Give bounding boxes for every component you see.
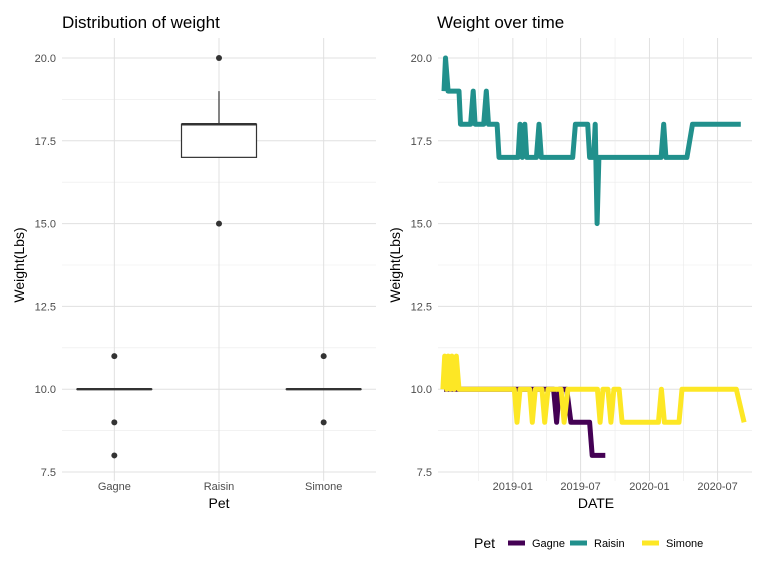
boxplot-outlier-point xyxy=(320,353,327,360)
left-x-tick-label: Simone xyxy=(305,481,342,493)
left-y-tick-label: 17.5 xyxy=(35,136,56,148)
right-x-tick-label: 2019-07 xyxy=(560,481,600,493)
left-boxplots xyxy=(76,55,362,459)
left-y-tick-label: 7.5 xyxy=(41,467,56,479)
left-x-tick-label: Gagne xyxy=(98,481,131,493)
right-x-axis-label: DATE xyxy=(578,495,614,511)
left-panel: Distribution of weight 7.5 10.0 12.5 15.0 17… xyxy=(11,13,376,511)
left-x-tick-label: Raisin xyxy=(204,481,235,493)
legend-label-gagne: Gagne xyxy=(532,538,565,550)
right-y-tick-label: 17.5 xyxy=(411,136,432,148)
right-y-tick-label: 12.5 xyxy=(411,301,432,313)
right-y-tick-label: 15.0 xyxy=(411,219,432,231)
legend: Pet Gagne Raisin Simone xyxy=(474,535,703,551)
left-chart-title: Distribution of weight xyxy=(62,13,220,32)
right-x-tick-label: 2020-07 xyxy=(697,481,737,493)
left-y-tick-label: 20.0 xyxy=(35,53,56,65)
left-y-tick-label: 12.5 xyxy=(35,301,56,313)
boxplot-outlier-point xyxy=(111,353,118,360)
legend-label-raisin: Raisin xyxy=(594,538,625,550)
boxplot-outlier-point xyxy=(111,452,118,459)
left-y-tick-label: 15.0 xyxy=(35,219,56,231)
boxplot-box xyxy=(180,123,258,158)
left-y-tick-labels: 7.5 10.0 12.5 15.0 17.5 20.0 xyxy=(35,53,56,479)
right-y-tick-label: 20.0 xyxy=(411,53,432,65)
left-y-axis-label: Weight(Lbs) xyxy=(11,227,27,302)
series-line-simone xyxy=(440,353,747,425)
right-x-tick-labels: 2019-01 2019-07 2020-01 2020-07 xyxy=(493,481,738,493)
right-y-axis-label: Weight(Lbs) xyxy=(387,227,403,302)
left-x-tick-labels: Gagne Raisin Simone xyxy=(98,481,342,493)
right-series-lines xyxy=(440,55,747,458)
boxplot-outlier-point xyxy=(111,419,118,426)
left-x-axis-label: Pet xyxy=(208,495,229,511)
series-line-raisin xyxy=(441,55,741,227)
right-y-tick-label: 7.5 xyxy=(417,467,432,479)
left-y-tick-label: 10.0 xyxy=(35,384,56,396)
boxplot-outlier-point xyxy=(216,220,222,227)
left-gridlines xyxy=(62,38,376,481)
right-x-tick-label: 2020-01 xyxy=(629,481,669,493)
boxplot-outlier-point xyxy=(216,55,222,61)
right-y-tick-label: 10.0 xyxy=(411,384,432,396)
right-panel: Weight over time 7.5 10.0 12.5 15.0 17.5 20.0… xyxy=(387,13,752,511)
legend-label-simone: Simone xyxy=(666,538,703,550)
right-x-tick-label: 2019-01 xyxy=(493,481,533,493)
right-chart-title: Weight over time xyxy=(437,13,564,32)
boxplot-outlier-point xyxy=(320,419,327,426)
legend-title: Pet xyxy=(474,535,495,551)
right-y-tick-labels: 7.5 10.0 12.5 15.0 17.5 20.0 xyxy=(411,53,432,479)
